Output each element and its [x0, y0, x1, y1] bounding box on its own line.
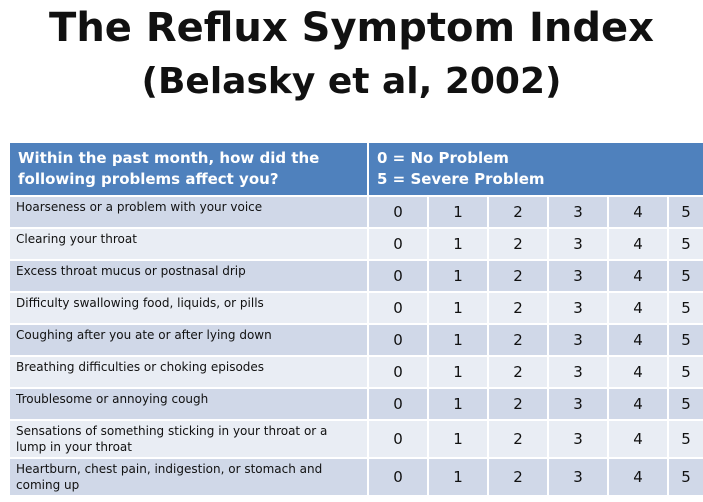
score-option-2[interactable]: 2 — [488, 259, 549, 292]
score-option-2[interactable]: 2 — [488, 355, 549, 388]
score-option-3[interactable]: 3 — [548, 323, 609, 356]
score-option-0[interactable]: 0 — [368, 227, 429, 260]
score-option-0[interactable]: 0 — [368, 355, 429, 388]
score-option-1[interactable]: 1 — [428, 291, 489, 324]
score-option-4[interactable]: 4 — [608, 227, 669, 260]
score-option-5[interactable]: 5 — [668, 457, 703, 495]
table-row: Difficulty swallowing food, liquids, or … — [10, 291, 703, 324]
table-row: Excess throat mucus or postnasal drip 0 1 2… — [10, 259, 703, 292]
symptom-label: Excess throat mucus or postnasal drip — [10, 259, 369, 292]
score-option-4[interactable]: 4 — [608, 259, 669, 292]
scale-header-line-2: 5 = Severe Problem — [377, 170, 545, 188]
score-option-4[interactable]: 4 — [608, 419, 669, 458]
score-option-5[interactable]: 5 — [668, 387, 703, 420]
score-option-1[interactable]: 1 — [428, 355, 489, 388]
score-option-4[interactable]: 4 — [608, 387, 669, 420]
symptom-label: Breathing difficulties or choking episod… — [10, 355, 369, 388]
score-option-0[interactable]: 0 — [368, 291, 429, 324]
score-option-2[interactable]: 2 — [488, 387, 549, 420]
score-option-3[interactable]: 3 — [548, 387, 609, 420]
score-option-2[interactable]: 2 — [488, 323, 549, 356]
score-option-4[interactable]: 4 — [608, 195, 669, 228]
score-option-3[interactable]: 3 — [548, 259, 609, 292]
score-option-1[interactable]: 1 — [428, 227, 489, 260]
score-option-0[interactable]: 0 — [368, 259, 429, 292]
score-option-3[interactable]: 3 — [548, 227, 609, 260]
score-option-2[interactable]: 2 — [488, 291, 549, 324]
score-option-1[interactable]: 1 — [428, 195, 489, 228]
question-header: Within the past month, how did the follo… — [10, 143, 369, 196]
table-row: Coughing after you ate or after lying do… — [10, 323, 703, 356]
table-row: Heartburn, chest pain, indigestion, or s… — [10, 457, 703, 495]
table-row: Breathing difficulties or choking episod… — [10, 355, 703, 388]
scale-header-line-1: 0 = No Problem — [377, 149, 509, 167]
table-header-row: Within the past month, how did the follo… — [10, 143, 703, 196]
score-option-2[interactable]: 2 — [488, 227, 549, 260]
score-option-3[interactable]: 3 — [548, 457, 609, 495]
score-option-1[interactable]: 1 — [428, 387, 489, 420]
score-option-4[interactable]: 4 — [608, 291, 669, 324]
score-option-4[interactable]: 4 — [608, 457, 669, 495]
score-option-3[interactable]: 3 — [548, 419, 609, 458]
score-option-1[interactable]: 1 — [428, 259, 489, 292]
score-option-5[interactable]: 5 — [668, 227, 703, 260]
score-option-3[interactable]: 3 — [548, 355, 609, 388]
symptom-table: Within the past month, how did the follo… — [10, 143, 703, 495]
score-option-2[interactable]: 2 — [488, 457, 549, 495]
score-option-5[interactable]: 5 — [668, 291, 703, 324]
score-option-5[interactable]: 5 — [668, 419, 703, 458]
table-row: Sensations of something sticking in your… — [10, 419, 703, 458]
question-header-line-2: following problems affect you? — [18, 170, 279, 188]
symptom-label: Troublesome or annoying cough — [10, 387, 369, 420]
table-row: Clearing your throat 0 1 2 3 4 5 — [10, 227, 703, 260]
symptom-label: Hoarseness or a problem with your voice — [10, 195, 369, 228]
scale-header: 0 = No Problem 5 = Severe Problem — [368, 143, 703, 196]
symptom-label: Coughing after you ate or after lying do… — [10, 323, 369, 356]
page-title: The Reflux Symptom Index — [49, 5, 654, 51]
symptom-label: Heartburn, chest pain, indigestion, or s… — [10, 457, 369, 495]
table-row: Hoarseness or a problem with your voice 0… — [10, 195, 703, 228]
score-option-1[interactable]: 1 — [428, 323, 489, 356]
score-option-5[interactable]: 5 — [668, 355, 703, 388]
symptom-label: Clearing your throat — [10, 227, 369, 260]
score-option-5[interactable]: 5 — [668, 259, 703, 292]
score-option-5[interactable]: 5 — [668, 323, 703, 356]
table-row: Troublesome or annoying cough 0 1 2 3 4 5 — [10, 387, 703, 420]
score-option-1[interactable]: 1 — [428, 457, 489, 495]
score-option-4[interactable]: 4 — [608, 355, 669, 388]
score-option-0[interactable]: 0 — [368, 419, 429, 458]
score-option-3[interactable]: 3 — [548, 195, 609, 228]
question-header-line-1: Within the past month, how did the — [18, 149, 320, 167]
score-option-0[interactable]: 0 — [368, 457, 429, 495]
score-option-0[interactable]: 0 — [368, 323, 429, 356]
score-option-0[interactable]: 0 — [368, 195, 429, 228]
symptom-label: Difficulty swallowing food, liquids, or … — [10, 291, 369, 324]
symptom-label: Sensations of something sticking in your… — [10, 419, 369, 458]
score-option-2[interactable]: 2 — [488, 419, 549, 458]
page-subtitle: (Belasky et al, 2002) — [141, 61, 562, 102]
score-option-0[interactable]: 0 — [368, 387, 429, 420]
score-option-2[interactable]: 2 — [488, 195, 549, 228]
score-option-3[interactable]: 3 — [548, 291, 609, 324]
score-option-1[interactable]: 1 — [428, 419, 489, 458]
score-option-4[interactable]: 4 — [608, 323, 669, 356]
score-option-5[interactable]: 5 — [668, 195, 703, 228]
